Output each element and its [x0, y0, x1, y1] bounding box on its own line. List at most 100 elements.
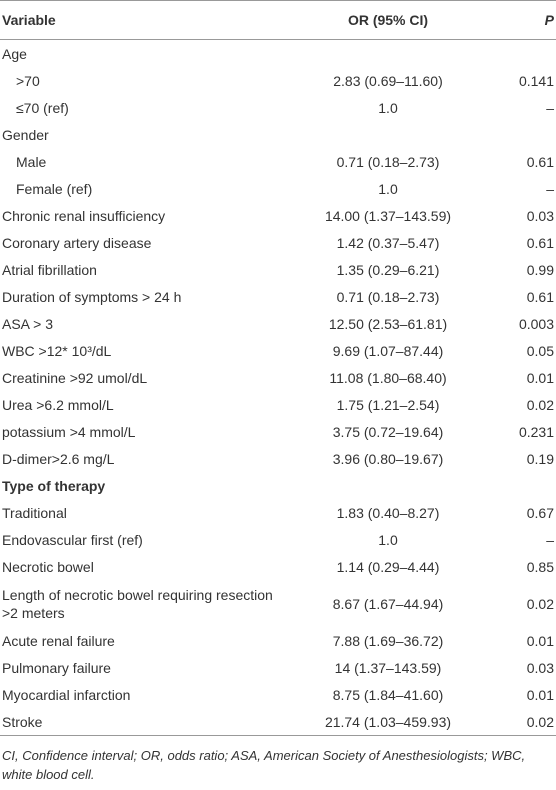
p-cell: 0.231 [518, 423, 554, 440]
header-row: Variable OR (95% CI) P [0, 0, 556, 40]
or-cell: 2.83 (0.69–11.60) [333, 72, 443, 89]
results-table: Variable OR (95% CI) P Age >70 2.83 (0.69–… [0, 0, 556, 736]
p-cell: 0.02 [484, 708, 556, 736]
empty-cell [292, 472, 484, 499]
empty-cell [484, 121, 556, 148]
variable-cell: >70 [16, 72, 40, 89]
variable-cell: Chronic renal insufficiency [2, 207, 166, 224]
table-row: Stroke 21.74 (1.03–459.93) 0.02 [0, 708, 556, 736]
table-row: Traditional 1.83 (0.40–8.27) 0.67 [0, 499, 556, 526]
empty-cell [484, 472, 556, 499]
or-cell: 1.35 (0.29–6.21) [336, 261, 440, 278]
p-cell: 0.85 [526, 558, 554, 575]
p-cell: 0.141 [518, 72, 554, 89]
or-cell: 1.42 (0.37–5.47) [336, 234, 440, 251]
table-row: >70 2.83 (0.69–11.60) 0.141 [0, 67, 556, 94]
empty-cell [484, 40, 556, 68]
variable-cell: Male [16, 153, 47, 170]
or-cell: 1.0 [378, 531, 398, 548]
p-cell: – [546, 180, 554, 197]
table-row: Male 0.71 (0.18–2.73) 0.61 [0, 148, 556, 175]
or-cell: 9.69 (1.07–87.44) [332, 342, 444, 359]
p-cell: 0.67 [526, 504, 554, 521]
empty-cell [292, 121, 484, 148]
variable-cell: Coronary artery disease [2, 234, 152, 251]
p-cell: 0.61 [526, 288, 554, 305]
or-cell: 8.75 (1.84–41.60) [332, 686, 444, 703]
p-cell: 0.19 [526, 450, 554, 467]
empty-cell [292, 40, 484, 68]
table-row: D-dimer>2.6 mg/L 3.96 (0.80–19.67) 0.19 [0, 445, 556, 472]
or-cell: 8.67 (1.67–44.94) [332, 595, 444, 612]
p-cell: 0.02 [526, 396, 554, 413]
table-row: WBC >12* 10³/dL 9.69 (1.07–87.44) 0.05 [0, 337, 556, 364]
table-row: potassium >4 mmol/L 3.75 (0.72–19.64) 0.23… [0, 418, 556, 445]
or-cell: 11.08 (1.80–68.40) [329, 369, 447, 386]
or-cell: 21.74 (1.03–459.93) [292, 708, 484, 736]
table-row: Endovascular first (ref) 1.0 – [0, 526, 556, 553]
or-cell: 14 (1.37–143.59) [334, 659, 442, 676]
or-cell: 0.71 (0.18–2.73) [336, 153, 440, 170]
header-cell: Variable [0, 0, 292, 40]
or-cell: 1.0 [378, 180, 398, 197]
variable-cell: Pulmonary failure [2, 659, 111, 676]
variable-cell: Length of necrotic bowel requiring resec… [2, 586, 273, 621]
table-row: Coronary artery disease 1.42 (0.37–5.47) 0… [0, 229, 556, 256]
or-cell: 0.71 (0.18–2.73) [336, 288, 440, 305]
p-cell: – [546, 531, 554, 548]
or-cell: 7.88 (1.69–36.72) [332, 632, 444, 649]
table-row: Myocardial infarction 8.75 (1.84–41.60) 0.… [0, 681, 556, 708]
p-cell: 0.05 [526, 342, 554, 359]
variable-cell: D-dimer>2.6 mg/L [2, 450, 115, 467]
table-body: Age >70 2.83 (0.69–11.60) 0.141 ≤70 (ref) 1.0… [0, 40, 556, 736]
variable-cell: Endovascular first (ref) [2, 531, 143, 548]
footnote: CI, Confidence interval; OR, odds ratio;… [2, 748, 526, 782]
or-cell: 1.75 (1.21–2.54) [336, 396, 440, 413]
table-row: Acute renal failure 7.88 (1.69–36.72) 0.01 [0, 627, 556, 654]
table-row: Duration of symptoms > 24 h 0.71 (0.18–2.… [0, 283, 556, 310]
variable-cell: Type of therapy [2, 477, 106, 494]
variable-cell: potassium >4 mmol/L [2, 423, 136, 440]
variable-cell: Atrial fibrillation [2, 261, 97, 278]
p-cell: 0.03 [526, 207, 554, 224]
table-row: Length of necrotic bowel requiring resec… [0, 580, 556, 627]
p-cell: 0.61 [526, 234, 554, 251]
table-row: ≤70 (ref) 1.0 – [0, 94, 556, 121]
variable-cell: Gender [2, 126, 49, 143]
variable-cell: Duration of symptoms > 24 h [2, 288, 182, 305]
p-cell: 0.003 [518, 315, 554, 332]
table-row: Atrial fibrillation 1.35 (0.29–6.21) 0.99 [0, 256, 556, 283]
variable-cell: Creatinine >92 umol/dL [2, 369, 148, 386]
p-cell: 0.01 [526, 686, 554, 703]
p-cell: 0.02 [526, 595, 554, 612]
variable-cell: Urea >6.2 mmol/L [2, 396, 114, 413]
variable-cell: Traditional [2, 504, 67, 521]
table-row: Gender [0, 121, 556, 148]
or-cell: 14.00 (1.37–143.59) [324, 207, 452, 224]
p-cell: – [546, 99, 554, 116]
table-row: Creatinine >92 umol/dL 11.08 (1.80–68.40)… [0, 364, 556, 391]
or-cell: 12.50 (2.53–61.81) [328, 315, 448, 332]
table-row: Pulmonary failure 14 (1.37–143.59) 0.03 [0, 654, 556, 681]
p-cell: 0.03 [526, 659, 554, 676]
header-cell: P [484, 0, 556, 40]
variable-cell: ASA > 3 [2, 315, 53, 332]
or-cell: 3.75 (0.72–19.64) [332, 423, 444, 440]
or-cell: 1.83 (0.40–8.27) [336, 504, 440, 521]
p-cell: 0.61 [526, 153, 554, 170]
header-cell: OR (95% CI) [292, 0, 484, 40]
variable-cell: Acute renal failure [2, 632, 115, 649]
p-cell: 0.99 [526, 261, 554, 278]
variable-cell: Myocardial infarction [2, 686, 131, 703]
or-cell: 1.0 [378, 99, 398, 116]
table-row: Female (ref) 1.0 – [0, 175, 556, 202]
variable-cell: Female (ref) [16, 180, 93, 197]
p-cell: 0.01 [526, 369, 554, 386]
or-cell: 1.14 (0.29–4.44) [336, 558, 440, 575]
variable-cell: Age [2, 45, 27, 62]
p-cell: 0.01 [526, 632, 554, 649]
table-row: Type of therapy [0, 472, 556, 499]
table-row: Urea >6.2 mmol/L 1.75 (1.21–2.54) 0.02 [0, 391, 556, 418]
table-row: Necrotic bowel 1.14 (0.29–4.44) 0.85 [0, 553, 556, 580]
